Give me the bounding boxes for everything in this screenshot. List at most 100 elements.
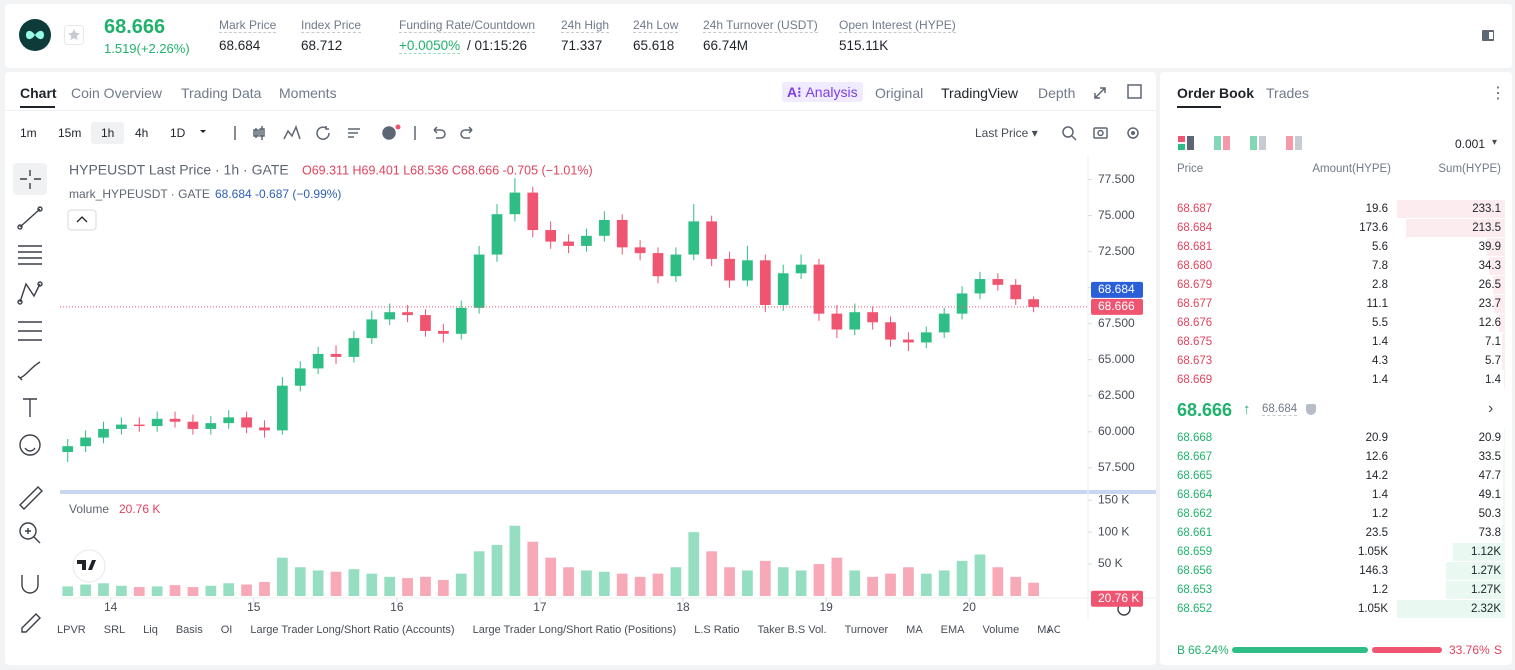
interval[interactable]: 15m	[58, 126, 82, 140]
sell-pct: 33.76%	[1449, 643, 1490, 657]
interval[interactable]: 1h	[91, 122, 125, 144]
book-price[interactable]: 68.677	[1177, 298, 1213, 310]
col-head: Amount(HYPE)	[1312, 163, 1391, 175]
book-price[interactable]: 68.656	[1177, 565, 1213, 577]
y-tick-label: 65.000	[1098, 352, 1135, 366]
price-source[interactable]: Last Price ▾	[975, 126, 1038, 140]
chart-view[interactable]: Original	[875, 85, 924, 101]
book-price[interactable]: 68.659	[1177, 546, 1213, 558]
chart-tab[interactable]: Chart	[20, 85, 57, 101]
chart-tab[interactable]: Trading Data	[181, 85, 262, 101]
indicator[interactable]: Large Trader Long/Short Ratio (Accounts)	[250, 624, 455, 636]
y-tick-label: 62.500	[1098, 388, 1135, 402]
book-amount: 1.05K	[1357, 603, 1388, 615]
candle-body	[509, 192, 521, 215]
stat-label: 24h High	[561, 18, 610, 33]
chart-controls[interactable]	[1092, 83, 1146, 101]
book-price[interactable]: 68.652	[1177, 603, 1213, 615]
indicator[interactable]: MA	[906, 624, 923, 636]
book-amount: 14.2	[1365, 470, 1388, 482]
indicator[interactable]: Basis	[175, 624, 203, 636]
book-price[interactable]: 68.673	[1177, 355, 1213, 367]
candle-body	[885, 322, 896, 340]
book-price[interactable]: 68.665	[1177, 470, 1213, 482]
depth-bar	[1494, 295, 1505, 313]
book-amount: 1.05K	[1357, 546, 1388, 558]
book-price[interactable]: 68.662	[1177, 508, 1213, 520]
book-price[interactable]: 68.679	[1177, 279, 1213, 291]
indicator[interactable]: MACD	[1037, 624, 1060, 636]
volume-bar	[652, 573, 664, 596]
indicator[interactable]: Liq	[143, 624, 158, 636]
book-view-icons[interactable]	[1178, 135, 1308, 151]
indicator[interactable]: LPVR	[57, 624, 86, 636]
volume-bar	[223, 583, 235, 596]
favorite-star[interactable]	[64, 25, 84, 45]
indicator[interactable]: L.S Ratio	[694, 624, 740, 636]
book-price[interactable]: 68.676	[1177, 317, 1213, 329]
layout-icon[interactable]	[1480, 28, 1496, 44]
book-sum: 12.6	[1478, 317, 1501, 329]
book-price[interactable]: 68.681	[1177, 241, 1213, 253]
book-price[interactable]: 68.675	[1177, 336, 1213, 348]
y-tick-label: 72.500	[1098, 244, 1135, 258]
depth-bar	[1502, 486, 1505, 504]
chart-tab[interactable]: Moments	[279, 85, 337, 101]
indicator[interactable]: SRL	[103, 624, 126, 636]
chart-tab[interactable]: Coin Overview	[71, 85, 163, 101]
chart-toolbar-icons[interactable]	[194, 124, 484, 142]
chart-view[interactable]: TradingView	[941, 85, 1019, 101]
volume-bar	[938, 570, 950, 596]
book-price[interactable]: 68.668	[1177, 432, 1213, 444]
interval[interactable]: 1D	[170, 126, 186, 140]
book-price[interactable]: 68.661	[1177, 527, 1213, 539]
book-amount: 173.6	[1359, 222, 1388, 234]
book-price[interactable]: 68.687	[1177, 203, 1213, 215]
chart-tools-right[interactable]	[1060, 124, 1145, 142]
book-amount: 5.6	[1372, 241, 1388, 253]
indicator[interactable]: EMA	[940, 624, 965, 636]
volume-label: Volume	[69, 502, 109, 516]
volume-bar	[259, 581, 270, 596]
book-chevron[interactable]: ›	[1488, 400, 1494, 417]
candle-body	[294, 368, 306, 386]
volume-bar	[330, 571, 342, 596]
book-price[interactable]: 68.664	[1177, 489, 1213, 501]
indicator[interactable]: Volume	[982, 624, 1020, 636]
volume-bar	[80, 584, 91, 596]
interval[interactable]: 1m	[20, 126, 37, 140]
drawing-tools[interactable]	[17, 170, 43, 633]
collapse-legend[interactable]	[67, 209, 97, 231]
indicator[interactable]: Large Trader Long/Short Ratio (Positions…	[472, 624, 677, 636]
volume-bar	[706, 551, 718, 596]
y-tick-label: 57.500	[1098, 460, 1135, 474]
book-price[interactable]: 68.669	[1177, 374, 1213, 386]
candle-body	[938, 313, 950, 333]
volume-bar	[187, 587, 199, 596]
book-last: 68.666	[1177, 400, 1233, 420]
book-tab[interactable]: Order Book	[1177, 85, 1255, 101]
analysis-tab[interactable]: A⁝ Analysis	[782, 82, 863, 102]
volume-bar	[1028, 582, 1039, 596]
book-tab[interactable]: Trades	[1266, 85, 1310, 101]
indicator[interactable]: Turnover	[844, 624, 889, 636]
chart-view[interactable]: Depth	[1038, 85, 1076, 101]
volume-bar	[527, 541, 539, 596]
tab-underline	[20, 106, 55, 108]
book-price[interactable]: 68.667	[1177, 451, 1213, 463]
book-price[interactable]: 68.684	[1177, 222, 1213, 234]
indicator[interactable]: OI	[220, 624, 233, 636]
indicator-scroll[interactable]: ›	[1047, 622, 1052, 637]
volume-bar	[867, 576, 879, 596]
indicator[interactable]: Taker B.S Vol.	[757, 624, 827, 636]
tool-highlight	[13, 163, 47, 195]
book-menu[interactable]: ⋮	[1490, 85, 1506, 102]
candle-body	[205, 423, 217, 429]
stat-extra: / 01:15:26	[467, 38, 528, 53]
book-price[interactable]: 68.680	[1177, 260, 1213, 272]
interval[interactable]: 4h	[135, 126, 149, 140]
depth-bar	[1452, 543, 1505, 561]
book-price[interactable]: 68.653	[1177, 584, 1213, 596]
precision[interactable]: 0.001	[1455, 137, 1486, 151]
